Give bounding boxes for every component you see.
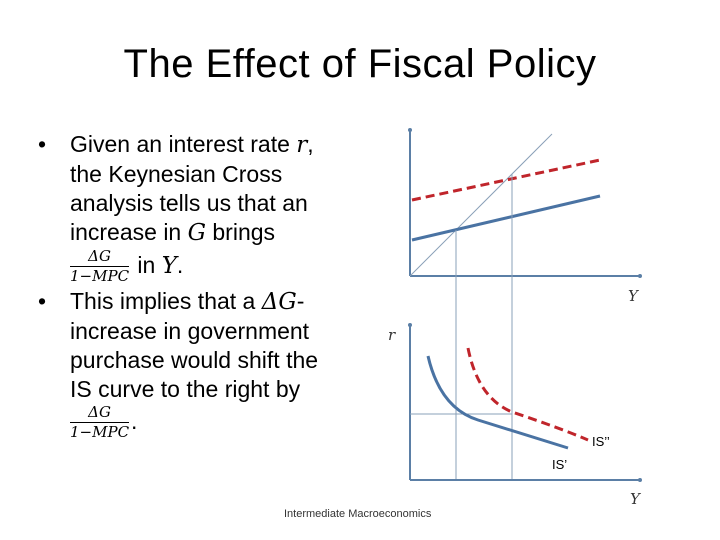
bullet1-line3: analysis tells us that an	[70, 190, 308, 216]
planned-expenditure-original	[411, 194, 601, 242]
bullet-dot-icon: •	[38, 288, 47, 314]
bullet-list: • Given an interest rate r, the Keynesia…	[38, 130, 358, 441]
slide-footer: Intermediate Macroeconomics	[284, 508, 432, 520]
bullet2-line5: ΔG 1−MPC .	[70, 403, 138, 441]
bullet-item-2: • This implies that a ΔG- increase in go…	[38, 287, 358, 441]
bullet-dot-icon: •	[38, 131, 47, 157]
is-original-label: IS’	[552, 457, 568, 472]
lower-x-axis-tip	[638, 478, 642, 482]
lower-y-axis-tip	[408, 323, 412, 327]
planned-expenditure-shifted	[411, 158, 601, 202]
forty-five-degree-line	[409, 133, 553, 277]
is-shifted-label: IS’’	[592, 434, 610, 449]
upper-x-axis-label: Y	[628, 287, 638, 305]
bullet2-line1: This implies that a ΔG-	[70, 288, 305, 315]
lower-x-axis-label: Y	[630, 490, 640, 508]
bullet1-line1: Given an interest rate r,	[70, 131, 314, 158]
bullet2-line3: purchase would shift the	[70, 347, 319, 373]
is-curve-original	[426, 355, 569, 450]
is-curve-shifted	[466, 347, 589, 442]
bullet1-line4: increase in G brings	[70, 219, 276, 246]
bullet-item-1: • Given an interest rate r, the Keynesia…	[38, 130, 358, 285]
bullet1-line2: the Keynesian Cross	[70, 161, 283, 187]
bullet2-line4: IS curve to the right by	[70, 376, 301, 402]
bullet1-line5: ΔG 1−MPC in Y.	[70, 247, 184, 285]
upper-y-axis-tip	[408, 128, 412, 132]
slide-title: The Effect of Fiscal Policy	[123, 42, 597, 86]
lower-y-axis-label: r	[388, 326, 396, 344]
multiplier-fraction: ΔG 1−MPC	[70, 247, 130, 285]
bullet2-line2: increase in government	[70, 318, 310, 344]
upper-x-axis-tip	[638, 274, 642, 278]
multiplier-fraction: ΔG 1−MPC	[70, 403, 130, 441]
